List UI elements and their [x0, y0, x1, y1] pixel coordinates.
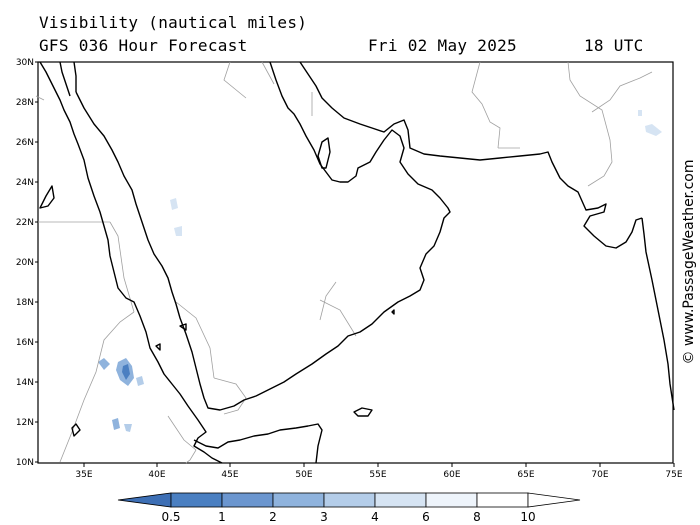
- colorbar-label: 4: [371, 510, 379, 524]
- border-libya: [35, 95, 45, 101]
- coast-socotra: [353, 407, 373, 417]
- lon-label: 55E: [369, 470, 386, 480]
- lat-label: 18N: [16, 298, 34, 308]
- map-frame: [37, 61, 674, 464]
- border-saudi-yemen: [175, 301, 215, 379]
- vis-patch-ethiopia: [98, 358, 110, 370]
- colorbar-segment: [323, 492, 376, 508]
- colorbar-label: 0.5: [161, 510, 180, 524]
- lat-label: 10N: [16, 458, 34, 468]
- border-eritrea: [167, 415, 197, 451]
- lon-label: 35E: [75, 470, 92, 480]
- vis-patch-small: [136, 376, 144, 386]
- vis-patch-core: [122, 364, 130, 380]
- colorbar-segment: [425, 492, 478, 508]
- border-djibouti: [185, 449, 197, 464]
- border-kashmir: [591, 71, 653, 113]
- lon-tick-marks: [83, 463, 675, 467]
- coast-aqaba: [73, 61, 77, 92]
- vis-patch-india-2: [638, 110, 642, 116]
- country-borders: [35, 61, 653, 464]
- coast-india-west: [641, 217, 675, 411]
- colorbar-label: 6: [422, 510, 430, 524]
- colorbar-segment: [221, 492, 274, 508]
- lat-label: 22N: [16, 218, 34, 228]
- coast-egypt-coast: [39, 185, 55, 209]
- visibility-patches: [98, 110, 662, 432]
- colorbar-segment: [272, 492, 325, 508]
- lat-label: 30N: [16, 58, 34, 68]
- coast-masirah: [391, 309, 395, 315]
- coast-arabia: [75, 61, 451, 411]
- lat-label: 12N: [16, 418, 34, 428]
- forecast-time: 18 UTC: [584, 36, 644, 55]
- colorbar-cap-high: [527, 492, 581, 508]
- colorbar-label: 2: [269, 510, 277, 524]
- colorbar-label: 1: [218, 510, 226, 524]
- coast-sinai-west: [59, 61, 71, 97]
- coast-island-1: [155, 343, 161, 351]
- lat-label: 28N: [16, 98, 34, 108]
- site-credit: © www.PassageWeather.com: [681, 159, 697, 364]
- colorbar: 0.5 1 2 3 4 6 8 10: [117, 492, 581, 524]
- border-yemen-oman: [319, 299, 357, 337]
- lon-label: 45E: [221, 470, 238, 480]
- coast-iran-pakistan-india: [299, 61, 643, 249]
- forecast-date: Fri 02 May 2025: [368, 36, 517, 55]
- lon-label: 40E: [148, 470, 165, 480]
- border-afghan-pak: [471, 61, 501, 149]
- vis-patch-arabia-2: [174, 226, 182, 236]
- lat-ticks: 30N 28N 26N 24N 22N 20N 18N 16N 14N 12N …: [16, 58, 34, 468]
- colorbar-label: 8: [473, 510, 481, 524]
- lat-label: 24N: [16, 178, 34, 188]
- border-jordan: [223, 61, 247, 99]
- border-yemen-north: [213, 377, 247, 415]
- lon-ticks: 35E 40E 45E 50E 55E 60E 65E 70E 75E: [75, 470, 682, 480]
- vis-patch-south: [112, 418, 120, 430]
- lat-label: 26N: [16, 138, 34, 148]
- lon-label: 60E: [443, 470, 460, 480]
- colorbar-segment: [374, 492, 427, 508]
- forecast-label: GFS 036 Hour Forecast: [39, 36, 248, 55]
- lat-tick-marks: [35, 61, 38, 463]
- vis-patch-arabia: [170, 198, 178, 210]
- colorbar-segment: [170, 492, 223, 508]
- lon-label: 75E: [665, 470, 682, 480]
- lat-label: 14N: [16, 378, 34, 388]
- coast-qatar: [317, 137, 331, 169]
- border-pak-india: [567, 61, 613, 187]
- map-title: Visibility (nautical miles): [39, 13, 308, 32]
- border-sudan-east: [109, 221, 135, 313]
- lat-label: 16N: [16, 338, 34, 348]
- border-ethiopia-sudan: [59, 311, 135, 463]
- border-saudi-oman: [319, 281, 337, 321]
- lon-label: 50E: [295, 470, 312, 480]
- colorbar-cap-low: [117, 492, 172, 508]
- coast-africa-redsea: [39, 61, 223, 464]
- colorbar-label: 10: [520, 510, 535, 524]
- vis-patch-india: [645, 124, 662, 136]
- coast-somalia: [193, 423, 323, 464]
- vis-patch-south-2: [124, 424, 132, 432]
- colorbar-segment: [476, 492, 529, 508]
- coastlines: [39, 61, 675, 464]
- lon-label: 70E: [591, 470, 608, 480]
- coast-farasan: [179, 323, 187, 331]
- coast-lake-tana: [71, 423, 81, 437]
- colorbar-label: 3: [320, 510, 328, 524]
- lat-label: 20N: [16, 258, 34, 268]
- border-iraq: [261, 61, 275, 85]
- lon-label: 65E: [517, 470, 534, 480]
